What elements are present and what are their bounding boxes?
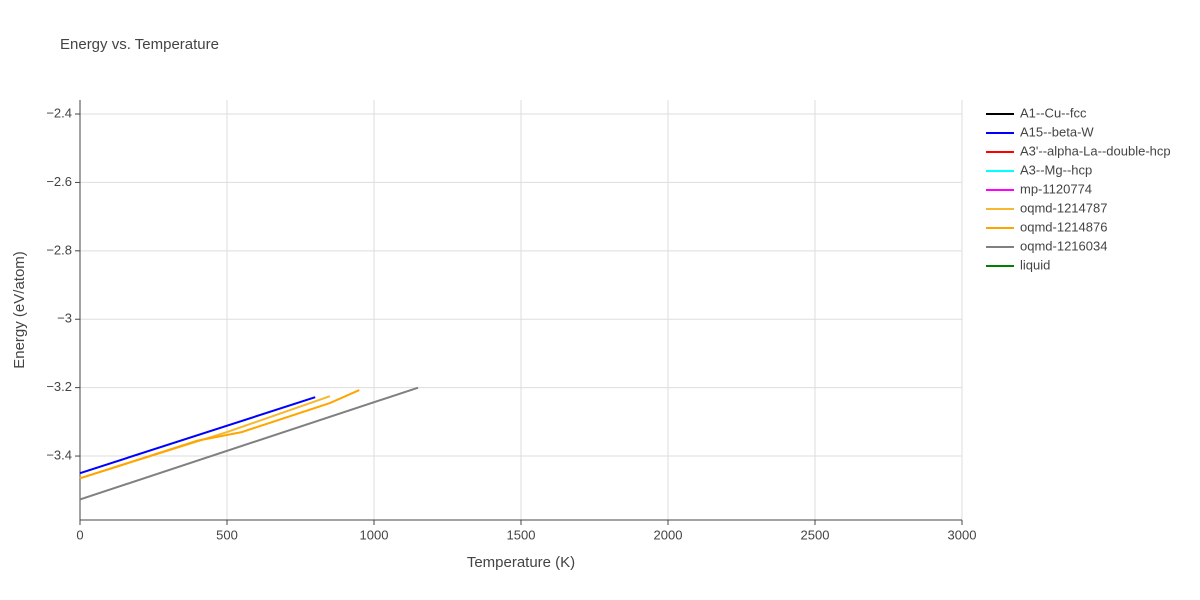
- legend-label: oqmd-1214787: [1020, 200, 1107, 215]
- x-tick-label: 0: [76, 527, 83, 542]
- y-tick-label: −3: [57, 311, 72, 326]
- y-tick-label: −3.2: [46, 379, 72, 394]
- x-axis-label: Temperature (K): [467, 554, 575, 571]
- legend-label: oqmd-1214876: [1020, 219, 1107, 234]
- y-tick-label: −3.4: [46, 447, 72, 462]
- series-line: [79, 396, 316, 475]
- x-tick-label: 500: [216, 527, 238, 542]
- x-tick-label: 1000: [360, 527, 389, 542]
- series-line: [79, 389, 360, 480]
- legend-label: oqmd-1216034: [1020, 238, 1107, 253]
- legend-label: liquid: [1020, 257, 1050, 272]
- y-tick-label: −2.8: [46, 242, 72, 257]
- y-tick-label: −2.4: [46, 105, 72, 120]
- x-tick-label: 1500: [507, 527, 536, 542]
- chart-title: Energy vs. Temperature: [60, 36, 219, 53]
- legend-label: A1--Cu--fcc: [1020, 105, 1087, 120]
- x-tick-label: 2500: [801, 527, 830, 542]
- legend-label: A15--beta-W: [1020, 124, 1094, 139]
- y-axis-label: Energy (eV/atom): [11, 251, 28, 369]
- x-tick-label: 3000: [948, 527, 977, 542]
- x-tick-label: 2000: [654, 527, 683, 542]
- legend-label: A3--Mg--hcp: [1020, 162, 1092, 177]
- series-line: [79, 386, 419, 501]
- y-tick-label: −2.6: [46, 174, 72, 189]
- legend-label: mp-1120774: [1020, 181, 1092, 196]
- legend-label: A3'--alpha-La--double-hcp: [1020, 143, 1171, 158]
